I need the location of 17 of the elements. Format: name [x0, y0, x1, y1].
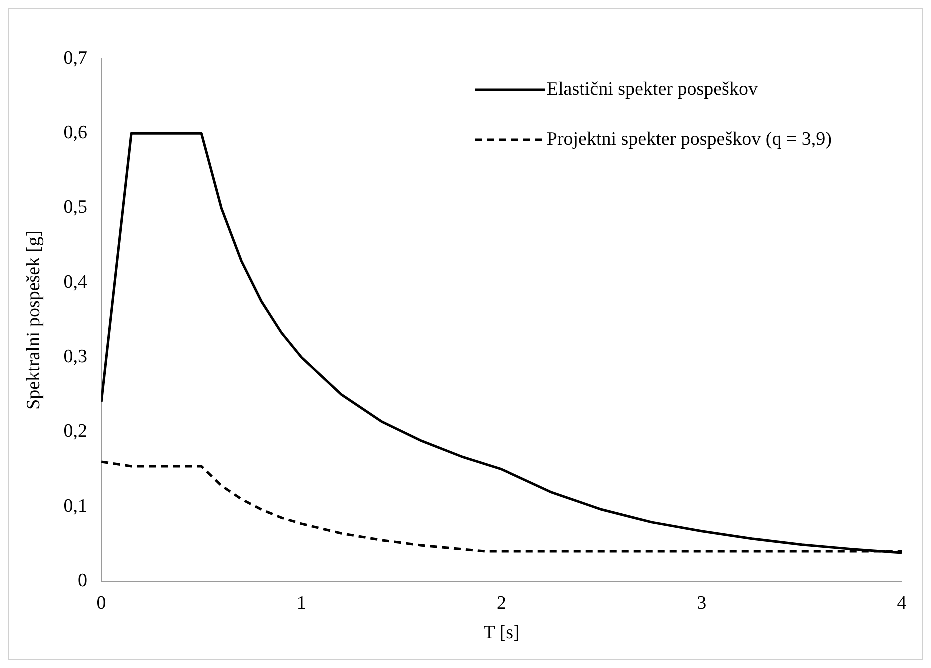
x-tick-label: 4 [897, 592, 908, 614]
y-tick-label: 0,1 [64, 496, 88, 517]
legend-label: Elastični spekter pospeškov [546, 79, 758, 101]
y-tick-label: 0,3 [64, 346, 88, 368]
y-tick-label: 0,4 [64, 272, 88, 293]
legend-label: Projektni spekter pospeškov (q = 3,9) [546, 129, 832, 151]
x-tick-label: 2 [497, 592, 507, 614]
y-tick-label: 0,6 [64, 122, 88, 144]
y-tick-label: 0 [78, 570, 88, 592]
y-axis-title: Spektralni pospešek [g] [23, 230, 44, 410]
x-tick-label: 3 [697, 592, 707, 614]
x-tick-label: 0 [96, 592, 106, 614]
y-tick-label: 0,2 [64, 421, 88, 442]
y-tick-label: 0,7 [64, 48, 88, 69]
y-tick-label: 0,5 [64, 197, 88, 218]
x-axis-title: T [s] [484, 622, 520, 644]
x-tick-label: 1 [296, 592, 306, 614]
